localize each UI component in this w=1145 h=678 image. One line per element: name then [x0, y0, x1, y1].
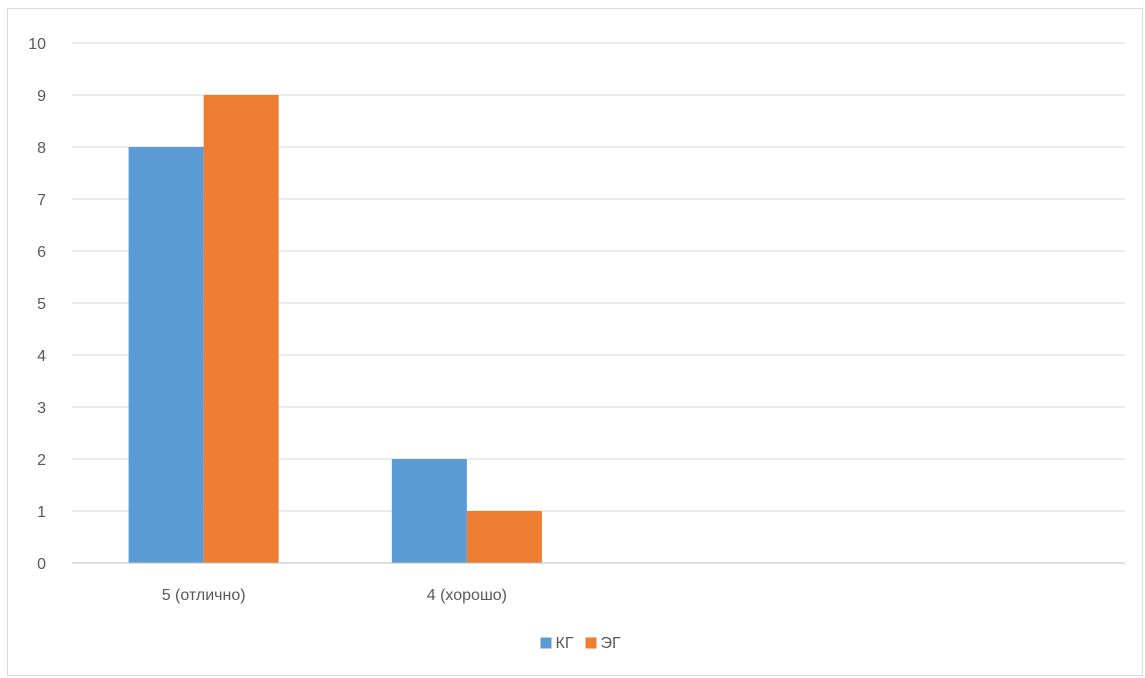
legend-swatch — [540, 637, 552, 649]
legend-item-kg: КГ — [540, 635, 574, 652]
y-tick-label: 6 — [37, 244, 46, 261]
bar-kg — [391, 459, 467, 563]
x-tick-label: 4 (хорошо) — [427, 587, 507, 604]
legend-swatch — [585, 637, 597, 649]
x-tick-label: 5 (отлично) — [162, 587, 246, 604]
y-tick-label: 4 — [37, 348, 46, 365]
legend-item-eg: ЭГ — [585, 635, 622, 652]
bar-eg — [203, 95, 279, 563]
legend-label: КГ — [556, 635, 574, 652]
y-tick-label: 2 — [37, 452, 46, 469]
bar-eg — [466, 511, 542, 563]
legend: КГ ЭГ — [540, 635, 622, 652]
y-tick-label: 9 — [37, 88, 46, 105]
y-tick-label: 1 — [37, 504, 46, 521]
bar-kg — [128, 147, 204, 563]
legend-label: ЭГ — [601, 635, 622, 652]
bars — [128, 95, 542, 563]
y-tick-label: 3 — [37, 400, 46, 417]
y-tick-label: 0 — [37, 556, 46, 573]
y-axis-ticks: 0 1 2 3 4 5 6 7 8 9 10 — [28, 36, 46, 573]
y-tick-label: 5 — [37, 296, 46, 313]
y-tick-label: 7 — [37, 192, 46, 209]
y-tick-label: 8 — [37, 140, 46, 157]
y-tick-label: 10 — [28, 36, 46, 53]
x-axis-ticks: 5 (отлично) 4 (хорошо) — [162, 587, 507, 604]
